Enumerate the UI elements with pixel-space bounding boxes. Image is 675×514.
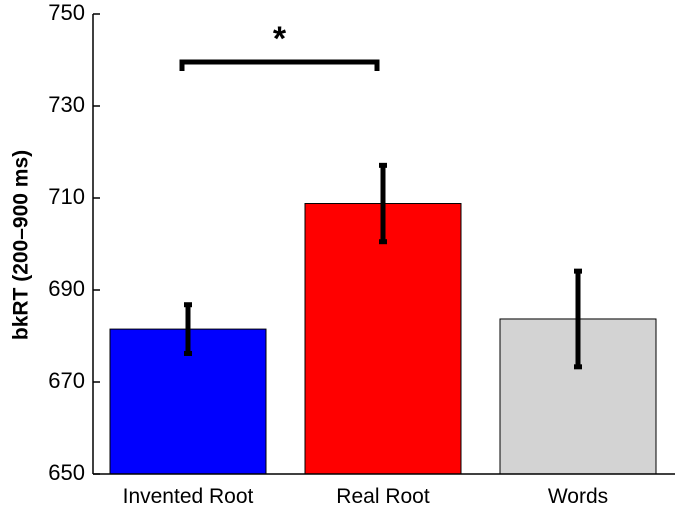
y-tick-label: 690 [48, 276, 85, 301]
x-axis-labels: Invented Root Real Root Words [123, 485, 609, 508]
significance-annotation: * [179, 20, 380, 71]
x-category-label: Words [548, 485, 608, 508]
y-tick-label: 730 [48, 92, 85, 117]
y-axis-title: bkRT (200–900 ms) [10, 150, 33, 340]
significance-star: * [273, 20, 287, 58]
y-tick-label: 670 [48, 368, 85, 393]
error-bars-group [184, 162, 582, 370]
y-axis-ticks: 650 670 690 710 730 750 [48, 0, 100, 485]
bars-group [109, 203, 657, 475]
y-tick-label: 650 [48, 460, 85, 485]
y-tick-label: 710 [48, 184, 85, 209]
significance-bracket [179, 59, 380, 71]
x-category-label: Invented Root [123, 485, 254, 508]
y-tick-label: 750 [48, 0, 85, 25]
x-category-label: Real Root [336, 485, 430, 508]
bar-real-root [304, 203, 462, 475]
